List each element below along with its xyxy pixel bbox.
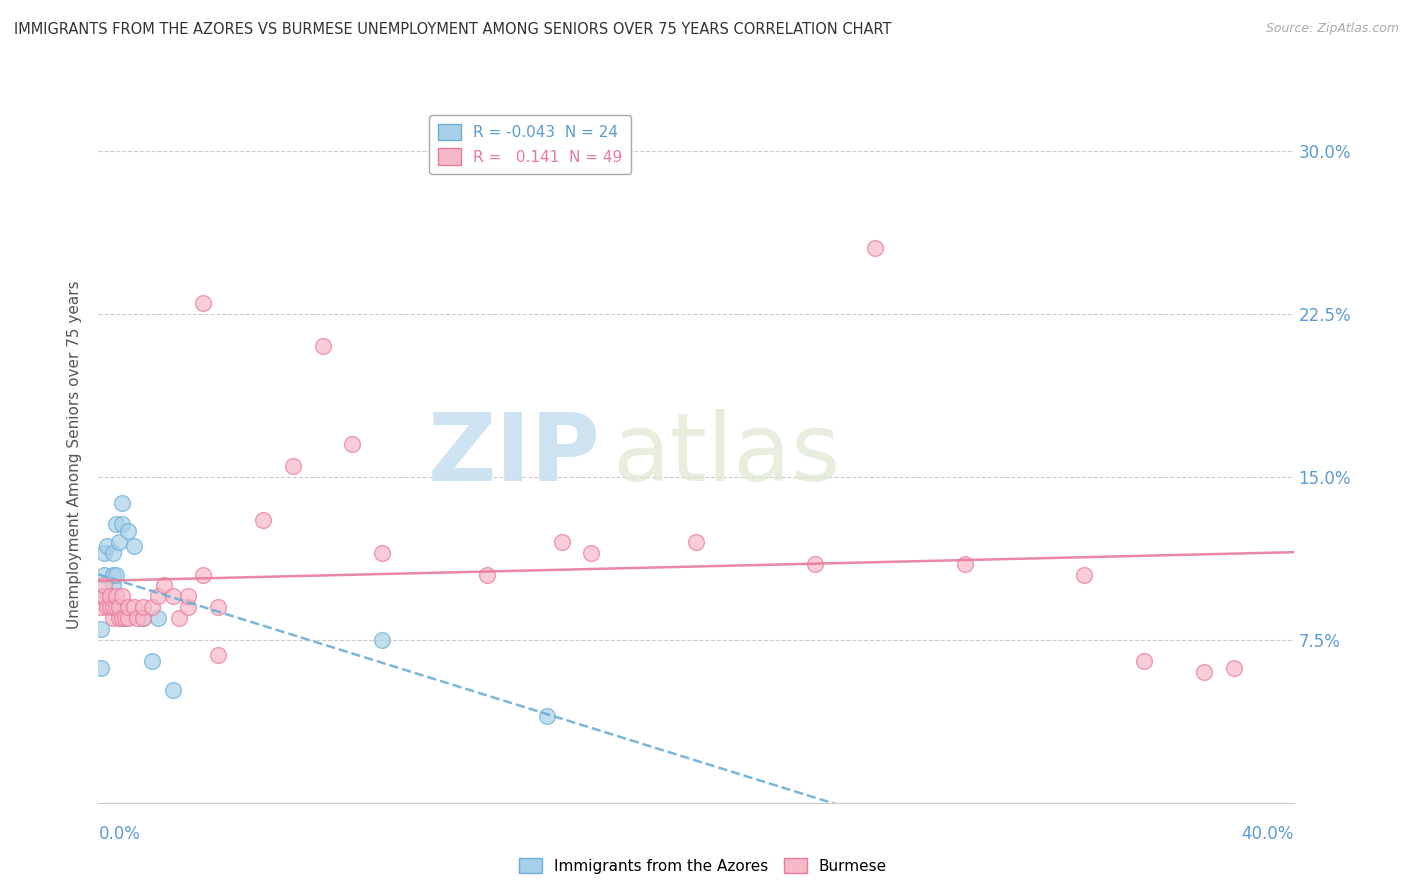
Point — [114, 611, 136, 625]
Point — [105, 567, 128, 582]
Point — [103, 546, 125, 560]
Point — [191, 295, 214, 310]
Point — [281, 458, 304, 473]
Point — [536, 708, 558, 723]
Point — [141, 600, 163, 615]
Point — [90, 600, 112, 615]
Point — [100, 600, 122, 615]
Point — [342, 437, 364, 451]
Point — [371, 546, 394, 560]
Point — [252, 513, 274, 527]
Point — [685, 535, 707, 549]
Point — [93, 589, 115, 603]
Text: Source: ZipAtlas.com: Source: ZipAtlas.com — [1265, 22, 1399, 36]
Point — [93, 567, 115, 582]
Point — [108, 611, 131, 625]
Point — [1133, 655, 1156, 669]
Point — [108, 535, 131, 549]
Point — [132, 600, 155, 615]
Point — [93, 546, 115, 560]
Point — [132, 611, 155, 625]
Point — [550, 535, 572, 549]
Point — [111, 517, 134, 532]
Point — [804, 557, 827, 571]
Point — [100, 589, 122, 603]
Point — [162, 589, 184, 603]
Point — [105, 517, 128, 532]
Point — [100, 589, 122, 603]
Point — [96, 589, 118, 603]
Point — [581, 546, 603, 560]
Point — [96, 539, 118, 553]
Point — [117, 524, 139, 538]
Point — [108, 600, 131, 615]
Point — [141, 655, 163, 669]
Point — [127, 611, 149, 625]
Point — [162, 682, 184, 697]
Point — [111, 589, 134, 603]
Point — [105, 600, 128, 615]
Text: IMMIGRANTS FROM THE AZORES VS BURMESE UNEMPLOYMENT AMONG SENIORS OVER 75 YEARS C: IMMIGRANTS FROM THE AZORES VS BURMESE UN… — [14, 22, 891, 37]
Point — [1223, 661, 1246, 675]
Point — [111, 611, 134, 625]
Point — [93, 578, 115, 592]
Point — [124, 539, 146, 553]
Point — [103, 578, 125, 592]
Point — [1073, 567, 1095, 582]
Point — [90, 661, 112, 675]
Point — [103, 600, 125, 615]
Point — [207, 600, 229, 615]
Point — [177, 600, 200, 615]
Point — [191, 567, 214, 582]
Point — [111, 496, 134, 510]
Point — [311, 339, 333, 353]
Point — [177, 589, 200, 603]
Point — [117, 611, 139, 625]
Point — [100, 600, 122, 615]
Point — [90, 589, 112, 603]
Point — [90, 622, 112, 636]
Point — [117, 600, 139, 615]
Point — [153, 578, 176, 592]
Point — [105, 589, 128, 603]
Point — [132, 611, 155, 625]
Point — [148, 589, 170, 603]
Point — [96, 600, 118, 615]
Point — [124, 600, 146, 615]
Text: 40.0%: 40.0% — [1241, 825, 1294, 843]
Legend: Immigrants from the Azores, Burmese: Immigrants from the Azores, Burmese — [513, 852, 893, 880]
Legend: R = -0.043  N = 24, R =   0.141  N = 49: R = -0.043 N = 24, R = 0.141 N = 49 — [429, 115, 631, 174]
Y-axis label: Unemployment Among Seniors over 75 years: Unemployment Among Seniors over 75 years — [67, 281, 83, 629]
Text: ZIP: ZIP — [427, 409, 600, 501]
Point — [167, 611, 190, 625]
Point — [475, 567, 498, 582]
Point — [953, 557, 976, 571]
Point — [103, 567, 125, 582]
Text: 0.0%: 0.0% — [98, 825, 141, 843]
Point — [103, 611, 125, 625]
Point — [865, 241, 887, 255]
Point — [371, 632, 394, 647]
Point — [148, 611, 170, 625]
Point — [207, 648, 229, 662]
Text: atlas: atlas — [613, 409, 841, 501]
Point — [1192, 665, 1215, 680]
